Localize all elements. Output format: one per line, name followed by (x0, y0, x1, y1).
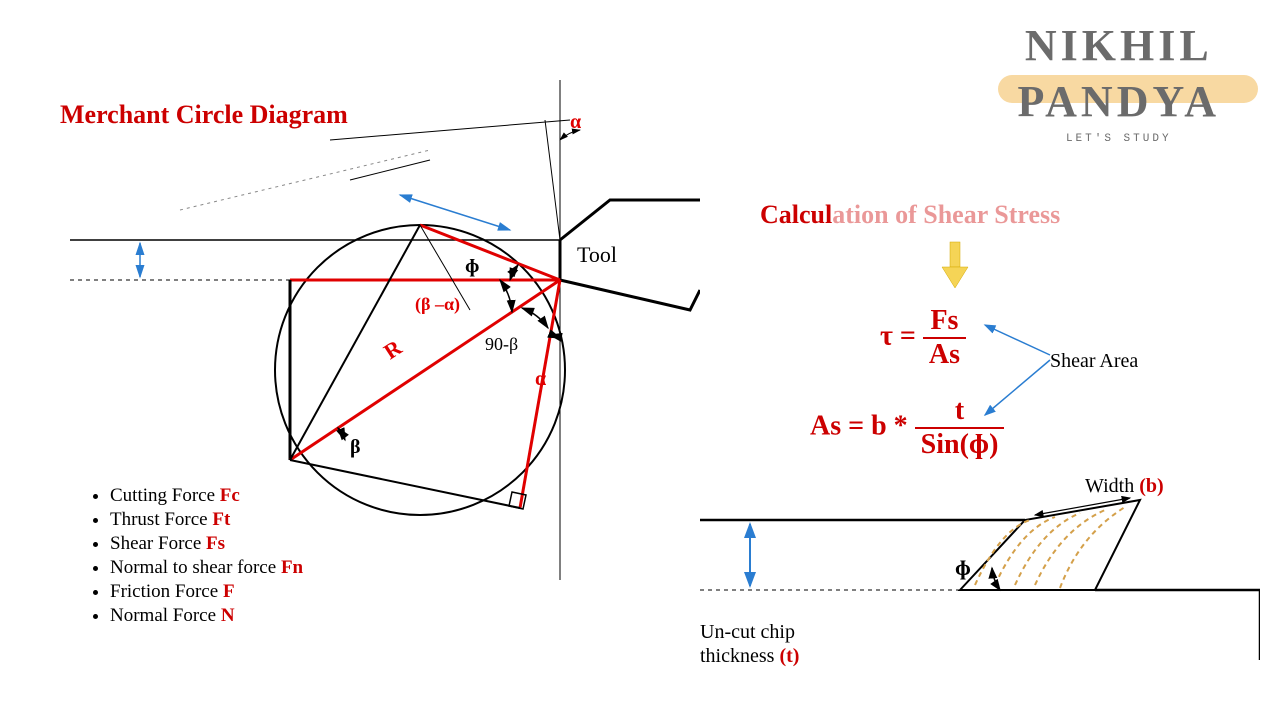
tool-label: Tool (577, 242, 617, 268)
author-logo: NIKHIL PANDYA LET'S STUDY (1018, 20, 1220, 145)
n-vector (290, 460, 520, 508)
legend-item: Cutting Force Fc (110, 485, 303, 507)
legend-item: Friction Force F (110, 581, 303, 603)
equation-as: As = b * t Sin(ɸ) (810, 395, 1004, 461)
beta-minus-alpha-label: (β –α) (415, 294, 460, 315)
r-label: R (379, 334, 407, 364)
alpha-right-label: α (535, 368, 546, 390)
legend-item: Normal to shear force Fn (110, 557, 303, 579)
chip-phi-label: ɸ (955, 555, 971, 580)
logo-line2: PANDYA (1018, 76, 1220, 127)
logo-line1: NIKHIL (1018, 20, 1220, 71)
right-angle-box (509, 492, 526, 509)
force-circle (275, 225, 565, 515)
rake-line (330, 120, 570, 140)
force-legend: Cutting Force Fc Thrust Force Ft Shear F… (70, 485, 303, 629)
uncut-chip-label: Un-cut chip thickness (t) (700, 620, 799, 668)
alpha-top-label: α (570, 111, 581, 133)
phi-label: ɸ (465, 255, 479, 277)
down-arrow-icon (940, 240, 970, 290)
fs-vector (420, 225, 560, 280)
equation-tau: τ = Fs As (880, 305, 966, 371)
f-vector (520, 280, 560, 508)
legend-item: Normal Force N (110, 605, 303, 627)
calc-title: Calculation of Shear Stress (760, 200, 1060, 230)
legend-item: Shear Force Fs (110, 533, 303, 555)
ninety-minus-beta-label: 90-β (485, 334, 518, 354)
logo-tagline: LET'S STUDY (1018, 133, 1220, 145)
fn-vector (290, 225, 420, 460)
beta-label: β (350, 436, 361, 458)
legend-item: Thrust Force Ft (110, 509, 303, 531)
dashed-construction (180, 150, 430, 210)
